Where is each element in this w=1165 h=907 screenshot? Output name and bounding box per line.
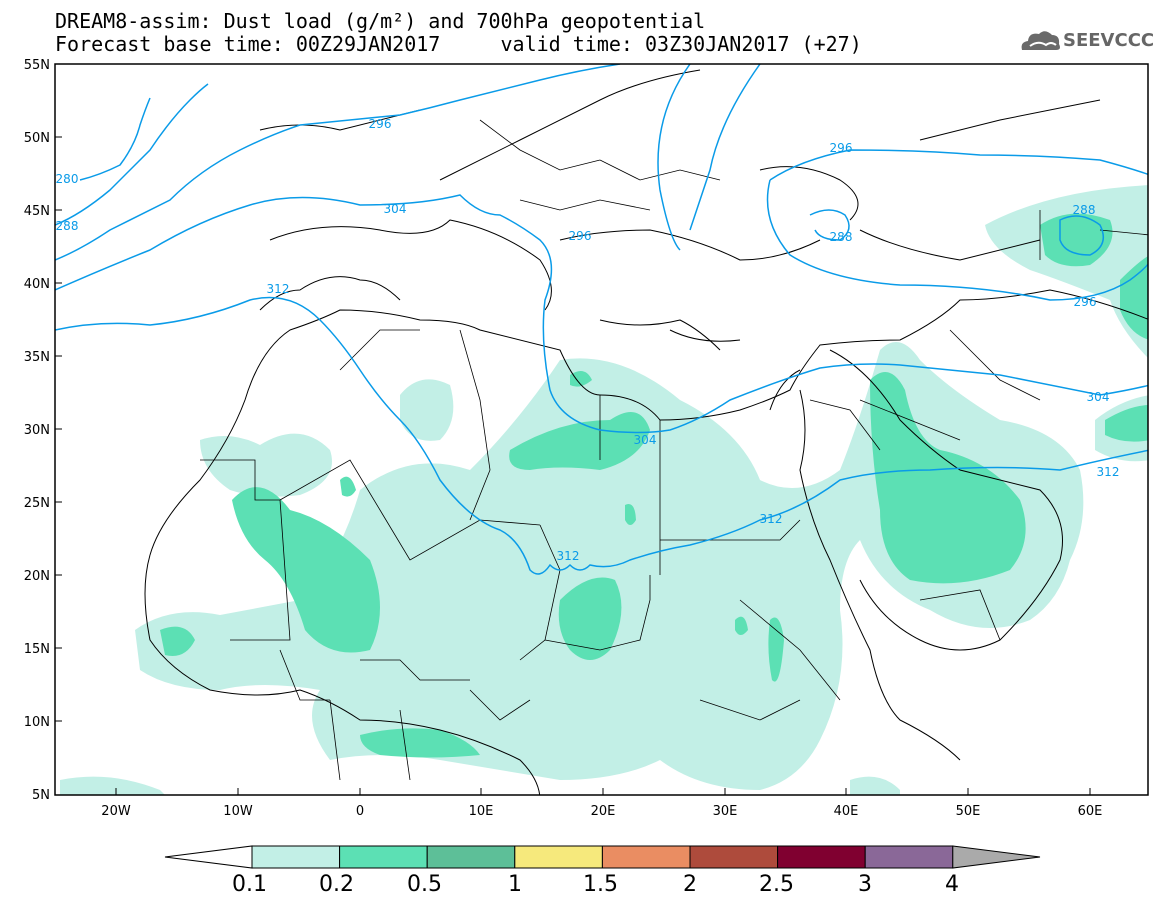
colorbar-segment bbox=[777, 845, 866, 869]
colorbar-label: 2 bbox=[683, 872, 697, 897]
map-title: DREAM8-assim: Dust load (g/m²) and 700hP… bbox=[55, 9, 706, 33]
lat-label-25n: 25N bbox=[24, 496, 50, 511]
colorbar-label: 0.5 bbox=[407, 872, 442, 897]
dust-area-mid bbox=[160, 213, 1148, 758]
lon-label-60e: 60E bbox=[1078, 804, 1103, 819]
lat-label-10n: 10N bbox=[24, 715, 50, 730]
colorbar bbox=[164, 845, 1041, 869]
colorbar-segment bbox=[426, 845, 516, 869]
contour-label: 288 bbox=[830, 230, 853, 244]
lon-label-20e: 20E bbox=[591, 804, 616, 819]
contour-label: 304 bbox=[634, 433, 657, 447]
colorbar-segment bbox=[952, 845, 1041, 869]
contour-label: 296 bbox=[1074, 295, 1097, 309]
colorbar-label: 4 bbox=[945, 872, 959, 897]
lat-label-50n: 50N bbox=[24, 131, 50, 146]
colorbar-label: 1 bbox=[508, 872, 522, 897]
lat-label-5n: 5N bbox=[32, 788, 50, 803]
colorbar-segment bbox=[514, 845, 603, 869]
contour-label: 296 bbox=[830, 141, 853, 155]
lon-label-10w: 10W bbox=[223, 804, 253, 819]
contour-label: 312 bbox=[760, 512, 783, 526]
colorbar-segment bbox=[601, 845, 691, 869]
lat-label-20n: 20N bbox=[24, 569, 50, 584]
colorbar-label: 0.1 bbox=[232, 872, 267, 897]
colorbar-segment bbox=[164, 845, 253, 869]
colorbar-segment bbox=[864, 845, 954, 869]
lat-label-45n: 45N bbox=[24, 204, 50, 219]
contour-label: 312 bbox=[1097, 465, 1120, 479]
forecast-times: Forecast base time: 00Z29JAN2017 valid t… bbox=[55, 32, 862, 56]
contour-label: 288 bbox=[56, 219, 79, 233]
contour-label: 296 bbox=[569, 229, 592, 243]
contour-label: 304 bbox=[1087, 390, 1110, 404]
cloud-logo-icon bbox=[1021, 31, 1060, 50]
contour-label: 280 bbox=[56, 172, 79, 186]
colorbar-segment bbox=[689, 845, 779, 869]
lon-label-30e: 30E bbox=[713, 804, 738, 819]
lon-label-10e: 10E bbox=[469, 804, 494, 819]
lat-label-35n: 35N bbox=[24, 350, 50, 365]
lon-label-50e: 50E bbox=[956, 804, 981, 819]
colorbar-label: 2.5 bbox=[759, 872, 794, 897]
contour-label: 312 bbox=[557, 549, 580, 563]
contour-label: 288 bbox=[1073, 203, 1096, 217]
geopotential-contours bbox=[55, 64, 1148, 575]
lat-label-30n: 30N bbox=[24, 423, 50, 438]
colorbar-segment bbox=[251, 845, 341, 869]
colorbar-label: 1.5 bbox=[583, 872, 618, 897]
logo-text: SEEVCCC bbox=[1063, 30, 1155, 51]
colorbar-segment bbox=[339, 845, 428, 869]
lon-label-20w: 20W bbox=[101, 804, 131, 819]
country-borders bbox=[200, 119, 1148, 781]
lon-label-40e: 40E bbox=[834, 804, 859, 819]
lat-label-15n: 15N bbox=[24, 642, 50, 657]
contour-label: 304 bbox=[384, 202, 407, 216]
contour-label: 312 bbox=[267, 282, 290, 296]
lon-label-0: 0 bbox=[356, 804, 364, 819]
colorbar-label: 0.2 bbox=[319, 872, 354, 897]
axis-ticks bbox=[55, 63, 1091, 795]
lat-label-55n: 55N bbox=[24, 58, 50, 73]
contour-label: 296 bbox=[369, 117, 392, 131]
lat-label-40n: 40N bbox=[24, 277, 50, 292]
colorbar-label: 3 bbox=[858, 872, 872, 897]
